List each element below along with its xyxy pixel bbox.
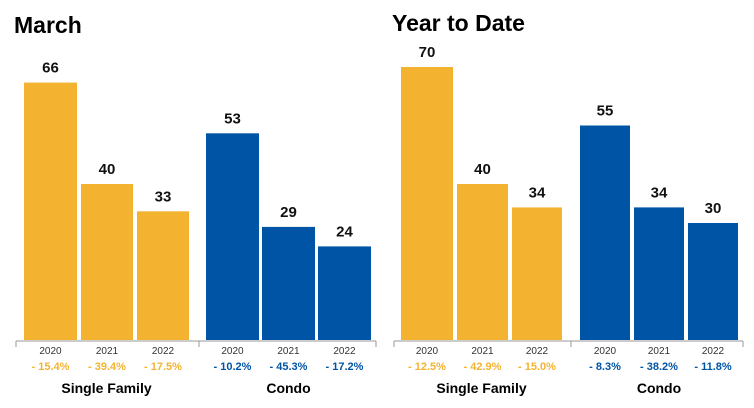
bar-single-family-2020 [401,67,453,340]
percent-change-label: - 39.4% [88,361,126,373]
bar-condo-2020 [206,133,259,340]
bar-single-family-2021 [457,184,508,340]
percent-change-label: - 15.4% [32,361,70,373]
percent-change-label: - 17.5% [144,361,182,373]
bar-condo-2022 [688,223,738,340]
x-tick-label: 2022 [702,346,725,357]
data-label: 34 [529,184,546,201]
percent-change-label: - 12.5% [408,361,446,373]
bar-single-family-2022 [137,211,189,340]
bar-single-family-2022 [512,207,562,340]
percent-change-label: - 38.2% [640,361,678,373]
data-label: 29 [280,204,297,221]
x-tick-label: 2020 [594,346,617,357]
bar-condo-2021 [634,207,684,340]
data-label: 24 [336,223,353,240]
bar-condo-2022 [318,246,371,340]
data-label: 66 [42,60,59,77]
data-label: 53 [224,110,241,127]
data-label: 40 [99,161,116,178]
percent-change-label: - 15.0% [518,361,556,373]
x-tick-label: 2022 [526,346,549,357]
x-tick-label: 2020 [221,346,244,357]
x-tick-label: 2020 [39,346,62,357]
x-tick-label: 2021 [648,346,671,357]
data-label: 55 [597,103,614,120]
percent-change-label: - 45.3% [270,361,308,373]
percent-change-label: - 17.2% [326,361,364,373]
x-tick-label: 2021 [96,346,119,357]
data-label: 33 [155,188,172,205]
x-tick-label: 2020 [416,346,439,357]
x-tick-label: 2021 [471,346,494,357]
data-label: 40 [474,161,491,178]
group-label: Single Family [61,380,151,396]
percent-change-label: - 10.2% [214,361,252,373]
percent-change-label: - 42.9% [464,361,502,373]
group-label: Single Family [436,380,526,396]
bar-condo-2021 [262,226,315,340]
group-label: Condo [266,380,310,396]
bar-single-family-2020 [24,82,77,340]
x-tick-label: 2022 [333,346,356,357]
percent-change-label: - 11.8% [694,361,732,373]
x-tick-label: 2022 [152,346,175,357]
data-label: 30 [705,200,722,217]
bar-single-family-2021 [81,184,133,340]
data-label: 70 [419,44,436,61]
percent-change-label: - 8.3% [589,361,621,373]
x-tick-label: 2021 [277,346,300,357]
group-label: Condo [637,380,681,396]
bar-condo-2020 [580,125,630,340]
chart-title-ytd: Year to Date [392,10,525,36]
chart-title-march: March [14,12,82,38]
data-label: 34 [651,184,668,201]
